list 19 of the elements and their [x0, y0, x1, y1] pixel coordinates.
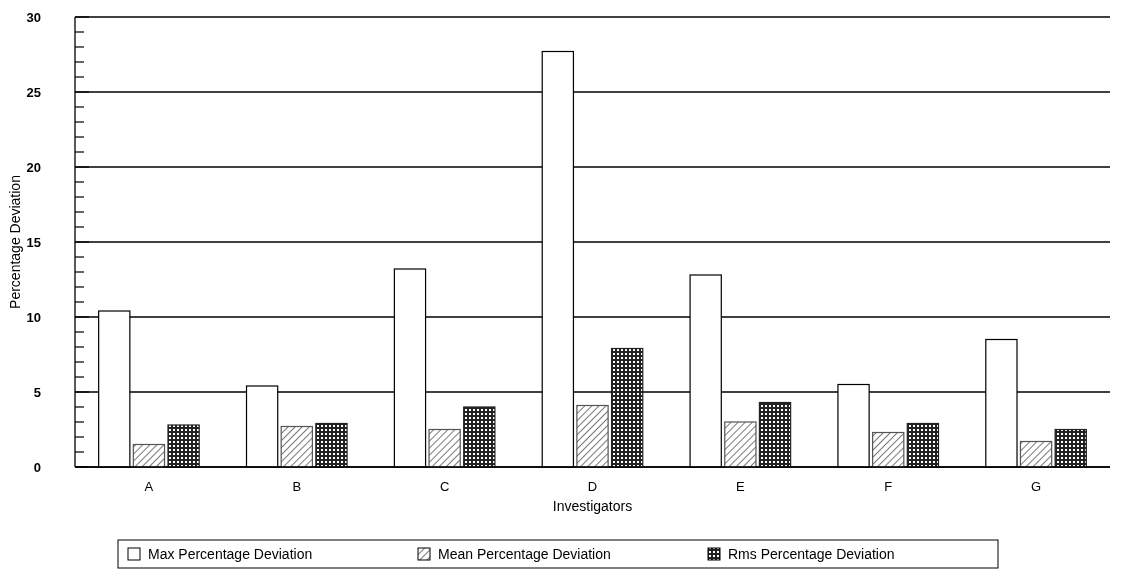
y-tick-label: 10 — [26, 309, 41, 325]
y-tick-label: 15 — [26, 234, 41, 250]
x-tick-label: D — [587, 479, 598, 494]
y-tick-label: 5 — [33, 384, 41, 400]
legend-label: Max Percentage Deviation — [148, 545, 313, 562]
legend-label: Rms Percentage Deviation — [728, 545, 895, 562]
x-tick-label: F — [884, 479, 893, 494]
y-axis-title: Percentage Deviation — [7, 175, 23, 309]
y-tick-label: 20 — [26, 159, 41, 175]
x-tick-label: E — [736, 479, 746, 494]
x-tick-label: G — [1031, 479, 1042, 494]
x-axis-title: Investigators — [552, 498, 633, 514]
x-tick-label: A — [144, 479, 154, 494]
legend-label: Mean Percentage Deviation — [438, 545, 611, 562]
x-tick-label: C — [439, 479, 450, 494]
y-tick-label: 0 — [33, 459, 41, 475]
y-tick-label: 30 — [26, 9, 41, 25]
y-tick-label: 25 — [26, 84, 41, 100]
x-tick-label: B — [292, 479, 302, 494]
